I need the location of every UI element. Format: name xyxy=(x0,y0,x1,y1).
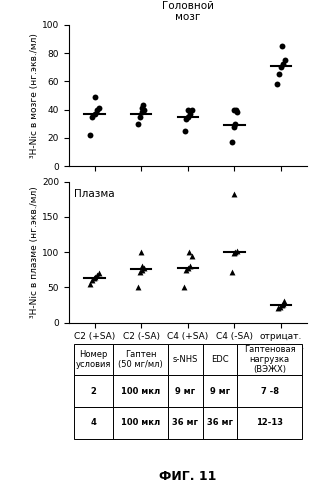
Point xyxy=(183,265,188,273)
Text: 4: 4 xyxy=(90,418,96,427)
Bar xyxy=(203,407,238,439)
Point xyxy=(140,104,145,112)
Point xyxy=(89,276,94,284)
Point xyxy=(91,274,96,282)
Text: 9 мг: 9 мг xyxy=(175,387,195,396)
Bar xyxy=(113,407,168,439)
Point xyxy=(233,106,238,114)
Point xyxy=(187,110,192,118)
Text: Головной
мозг: Головной мозг xyxy=(162,0,214,22)
Bar xyxy=(74,344,113,375)
Point xyxy=(95,270,100,278)
Point xyxy=(140,265,145,273)
Point xyxy=(282,297,287,305)
Point xyxy=(277,70,282,78)
Point xyxy=(235,247,240,254)
Point xyxy=(87,280,92,288)
Point xyxy=(142,106,147,114)
Point xyxy=(136,283,141,291)
Point xyxy=(182,283,187,291)
Point xyxy=(186,113,191,121)
Text: 2: 2 xyxy=(90,387,96,396)
Text: EDC: EDC xyxy=(211,355,229,364)
Text: 100 мкл: 100 мкл xyxy=(121,387,160,396)
Point xyxy=(232,190,237,198)
Point xyxy=(141,263,146,271)
Point xyxy=(97,104,102,112)
Point xyxy=(279,63,284,71)
Point xyxy=(235,108,240,116)
Point xyxy=(189,106,194,114)
Text: 36 мг: 36 мг xyxy=(207,418,233,427)
Text: 9 мг: 9 мг xyxy=(210,387,230,396)
Bar xyxy=(168,375,203,407)
Point xyxy=(233,248,238,256)
Text: Гаптеновая
нагрузка
(ВЭЖХ): Гаптеновая нагрузка (ВЭЖХ) xyxy=(244,345,295,374)
Point xyxy=(137,113,142,121)
Point xyxy=(185,263,190,271)
Point xyxy=(136,120,141,128)
Bar xyxy=(238,375,302,407)
Point xyxy=(280,60,285,68)
Text: Номер
условия: Номер условия xyxy=(76,350,111,369)
Bar xyxy=(238,344,302,375)
Text: 36 мг: 36 мг xyxy=(172,418,198,427)
Text: s-NHS: s-NHS xyxy=(173,355,198,364)
Y-axis label: ³H-Nic в плазме (нг.экв./мл): ³H-Nic в плазме (нг.экв./мл) xyxy=(30,186,39,318)
Point xyxy=(97,269,102,277)
Text: Гаптен
(50 мг/мл): Гаптен (50 мг/мл) xyxy=(118,350,163,369)
Text: ФИГ. 11: ФИГ. 11 xyxy=(159,470,217,483)
Bar xyxy=(113,375,168,407)
Point xyxy=(182,127,187,135)
Point xyxy=(229,268,234,276)
Bar xyxy=(74,407,113,439)
Point xyxy=(141,101,146,109)
Point xyxy=(138,268,143,276)
Point xyxy=(184,115,189,123)
Point xyxy=(139,248,144,256)
Point xyxy=(282,56,287,64)
Bar xyxy=(168,344,203,375)
Point xyxy=(231,123,236,131)
Point xyxy=(185,106,190,114)
Point xyxy=(140,262,145,270)
Point xyxy=(280,42,285,50)
Text: 100 мкл: 100 мкл xyxy=(121,418,160,427)
Point xyxy=(279,301,284,309)
Y-axis label: ³H-Nic в мозге (нг.экв./мл): ³H-Nic в мозге (нг.экв./мл) xyxy=(30,33,39,158)
Point xyxy=(280,299,285,307)
Text: 7 -8: 7 -8 xyxy=(261,387,279,396)
Point xyxy=(90,113,95,121)
Point xyxy=(187,248,192,256)
Text: Плазма: Плазма xyxy=(74,189,114,199)
Point xyxy=(229,138,234,146)
Bar xyxy=(238,407,302,439)
Point xyxy=(92,93,97,101)
Bar xyxy=(113,344,168,375)
Point xyxy=(93,273,98,281)
Point xyxy=(187,262,192,270)
Point xyxy=(276,304,281,312)
Point xyxy=(275,80,280,88)
Bar xyxy=(74,375,113,407)
Point xyxy=(95,106,100,114)
Bar xyxy=(203,344,238,375)
Point xyxy=(87,131,92,139)
Point xyxy=(140,108,145,116)
Point xyxy=(233,120,238,128)
Point xyxy=(232,106,237,114)
Text: 12-13: 12-13 xyxy=(256,418,283,427)
Bar xyxy=(203,375,238,407)
Point xyxy=(278,303,283,311)
Bar xyxy=(168,407,203,439)
Point xyxy=(92,110,97,118)
Point xyxy=(231,250,236,257)
Point xyxy=(189,251,194,259)
